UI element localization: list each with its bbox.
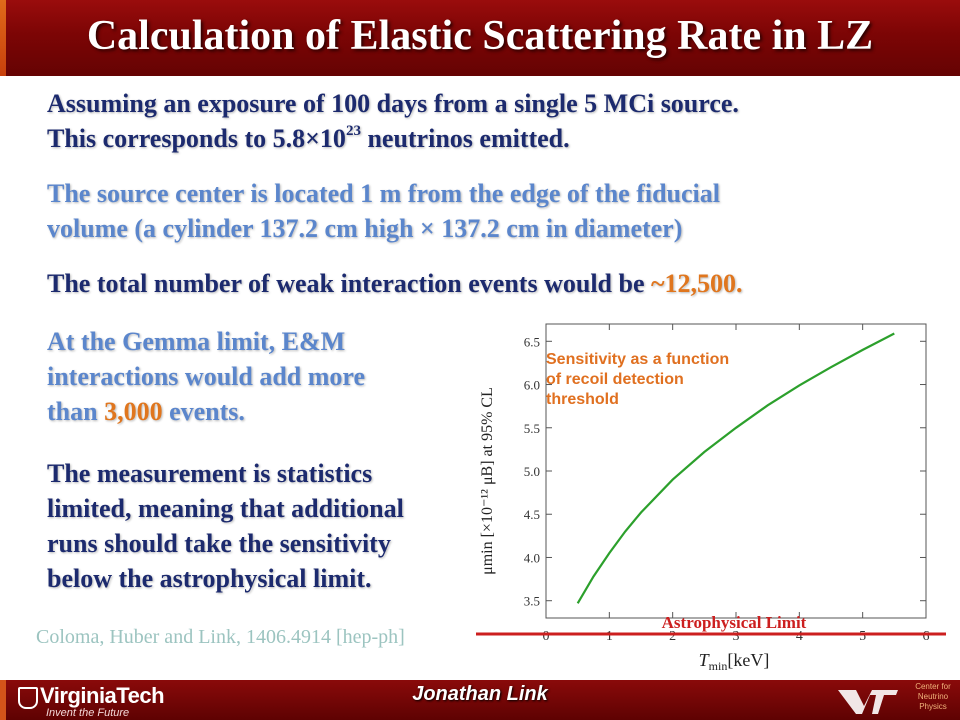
gemma-text: than bbox=[47, 397, 105, 426]
center-label-line: Physics bbox=[919, 702, 947, 711]
total-events-value: ~12,500. bbox=[651, 269, 743, 298]
x-tick-label: 1 bbox=[606, 629, 613, 644]
sensitivity-chart: 3.5 4.0 4.5 5.0 5.5 6.0 6.5 0 1 2 3 4 5 6 Astrophysica… bbox=[476, 323, 946, 673]
paragraph-source-location: The source center is located 1 m from th… bbox=[47, 176, 720, 246]
source-line-2: volume (a cylinder 137.2 cm high × 137.2… bbox=[47, 214, 683, 243]
x-tick-label: 5 bbox=[859, 629, 866, 644]
exposure-line-2: This corresponds to 5.8×1023 neutrinos e… bbox=[47, 121, 739, 156]
slide-title: Calculation of Elastic Scattering Rate i… bbox=[86, 13, 874, 59]
exposure-line-1: Assuming an exposure of 100 days from a … bbox=[47, 89, 739, 118]
gemma-line-1: At the Gemma limit, E&M bbox=[47, 327, 346, 356]
x-axis-label: Tmin[keV] bbox=[699, 650, 770, 673]
footer-bar: VirginiaTech Invent the Future bbox=[0, 680, 960, 720]
exposure-text-end: neutrinos emitted. bbox=[360, 124, 570, 153]
y-tick-label: 5.0 bbox=[524, 464, 540, 479]
y-tick-label: 6.0 bbox=[524, 378, 540, 393]
center-for-neutrino-physics-label: Center for Neutrino Physics bbox=[908, 682, 958, 712]
y-tick-label: 6.5 bbox=[524, 334, 540, 349]
paragraph-gemma-limit: At the Gemma limit, E&M interactions wou… bbox=[47, 324, 365, 429]
university-tagline: Invent the Future bbox=[46, 707, 130, 719]
x-tick-label: 6 bbox=[923, 629, 930, 644]
shield-icon bbox=[18, 687, 38, 709]
y-axis-label: μmin [×10⁻¹² μB] at 95% CL bbox=[479, 387, 496, 575]
footer-accent bbox=[0, 680, 6, 720]
y-tick-label: 3.5 bbox=[524, 594, 540, 609]
y-tick-label: 5.5 bbox=[524, 421, 540, 436]
paragraph-statistics: The measurement is statistics limited, m… bbox=[47, 456, 404, 596]
chart-annotation-line: threshold bbox=[546, 391, 619, 408]
center-label-line: Neutrino bbox=[917, 692, 949, 701]
x-tick-label: 0 bbox=[543, 629, 550, 644]
statistics-line-3: runs should take the sensitivity bbox=[47, 529, 391, 558]
gemma-line-2: interactions would add more bbox=[47, 362, 366, 391]
total-events-text: The total number of weak interaction eve… bbox=[47, 269, 652, 298]
source-line-1: The source center is located 1 m from th… bbox=[47, 179, 720, 208]
x-tick-label: 4 bbox=[796, 629, 803, 644]
x-tick-label: 2 bbox=[669, 629, 676, 644]
title-bar-accent bbox=[0, 0, 6, 76]
statistics-line-1: The measurement is statistics bbox=[47, 459, 373, 488]
statistics-line-4: below the astrophysical limit. bbox=[47, 564, 372, 593]
chart-annotation-line: Sensitivity as a function bbox=[546, 351, 729, 368]
y-tick-label: 4.0 bbox=[524, 550, 540, 565]
center-label-line: Center for bbox=[915, 682, 951, 691]
astrophysical-limit-label: Astrophysical Limit bbox=[662, 613, 807, 632]
citation: Coloma, Huber and Link, 1406.4914 [hep-p… bbox=[36, 626, 405, 648]
gemma-events-value: 3,000 bbox=[104, 397, 163, 426]
paragraph-total-events: The total number of weak interaction eve… bbox=[47, 266, 743, 301]
paragraph-exposure: Assuming an exposure of 100 days from a … bbox=[47, 86, 739, 156]
gemma-text-end: events. bbox=[162, 397, 245, 426]
x-tick-label: 3 bbox=[733, 629, 740, 644]
chart-annotation-line: of recoil detection bbox=[546, 371, 684, 388]
statistics-line-2: limited, meaning that additional bbox=[47, 494, 404, 523]
plot-frame bbox=[545, 323, 927, 619]
exponent: 23 bbox=[345, 123, 361, 140]
title-bar bbox=[0, 0, 960, 76]
sensitivity-curve bbox=[576, 332, 895, 604]
presenter-name: Jonathan Link bbox=[412, 683, 548, 705]
vt-monogram-icon bbox=[838, 690, 898, 714]
gemma-line-3: than 3,000 events. bbox=[47, 394, 365, 429]
exposure-text: This corresponds to 5.8×10 bbox=[47, 124, 346, 153]
university-name: VirginiaTech bbox=[40, 683, 165, 708]
y-tick-label: 4.5 bbox=[524, 507, 540, 522]
